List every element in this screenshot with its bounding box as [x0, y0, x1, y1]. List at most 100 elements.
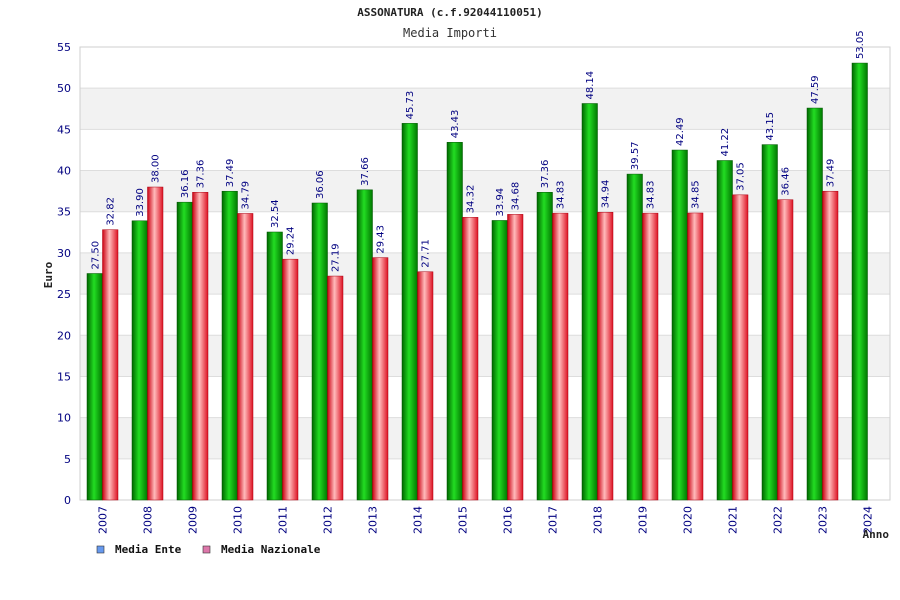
plot-band: [80, 417, 890, 459]
value-labels: 27.50 32.82 33.90 38.00 36.16 37.36 37.49 34.79…: [90, 30, 866, 272]
value-label: 32.82: [106, 197, 117, 226]
legend-label-media-ente: Media Ente: [115, 543, 182, 556]
value-label: 39.57: [630, 141, 641, 170]
x-tick-label: 2019: [637, 506, 650, 534]
bar-media-nazionale-2023: [822, 190, 839, 501]
plot-band: [80, 129, 890, 171]
y-tick-label: 50: [57, 82, 71, 95]
bar-media-ente-2013: [356, 189, 373, 501]
plot-frame: [79, 46, 891, 501]
value-label: 36.06: [315, 170, 326, 199]
legend-swatch-media-nazionale: [202, 545, 211, 554]
value-label: 37.05: [736, 162, 747, 191]
value-label: 43.15: [765, 112, 776, 141]
plot-band: [80, 252, 890, 295]
y-axis-label: Euro: [42, 261, 55, 288]
bar-media-nazionale-2009: [192, 192, 209, 501]
y-tick-label: 30: [57, 247, 71, 260]
value-label: 32.54: [270, 199, 281, 228]
value-label: 29.43: [376, 225, 387, 254]
value-label: 37.49: [826, 159, 837, 188]
value-label: 34.85: [691, 180, 702, 209]
value-label: 27.19: [331, 243, 342, 272]
value-label: 34.68: [511, 182, 522, 211]
plot-band: [80, 335, 890, 377]
bar-media-nazionale-2010: [237, 213, 254, 501]
y-tick-label: 35: [57, 206, 71, 219]
bar-media-ente-2014: [401, 123, 418, 501]
bar-media-nazionale-2021: [732, 194, 749, 501]
bar-media-nazionale-2014: [417, 271, 434, 501]
value-label: 42.49: [675, 117, 686, 146]
bar-media-ente-2019: [626, 173, 643, 501]
bar-media-nazionale-2019: [642, 212, 659, 501]
bar-media-nazionale-2016: [507, 214, 524, 501]
plot-band: [80, 294, 890, 336]
bar-media-ente-2024: [851, 62, 868, 501]
x-tick-label: 2021: [727, 506, 740, 534]
bars: [86, 62, 868, 501]
x-tick-label: 2020: [682, 506, 695, 534]
y-tick-label: 10: [57, 412, 71, 425]
bar-media-ente-2021: [716, 160, 733, 501]
plot-bands: [80, 47, 890, 500]
bar-media-ente-2010: [221, 190, 238, 501]
bar-media-ente-2012: [311, 202, 328, 501]
plot-band: [80, 211, 890, 253]
bar-media-nazionale-2011: [282, 258, 299, 501]
bar-media-ente-2007: [86, 273, 103, 501]
value-label: 34.79: [241, 181, 252, 210]
y-tick-label: 45: [57, 123, 71, 136]
x-tick-label: 2010: [232, 506, 245, 534]
bar-media-ente-2022: [761, 144, 778, 501]
y-tick-label: 5: [64, 453, 71, 466]
legend: Media Ente Media Nazionale: [96, 543, 321, 556]
bar-media-nazionale-2012: [327, 275, 344, 501]
value-label: 37.36: [196, 160, 207, 189]
plot-band: [80, 88, 890, 130]
y-tick-label: 0: [64, 494, 71, 507]
value-label: 37.36: [540, 160, 551, 189]
bar-media-ente-2017: [536, 192, 553, 501]
value-label: 43.43: [450, 110, 461, 139]
legend-label-media-nazionale: Media Nazionale: [221, 543, 321, 556]
bar-media-nazionale-2015: [462, 217, 479, 501]
bar-media-ente-2009: [176, 201, 193, 501]
chart-title: ASSONATURA (c.f.92044110051): [357, 6, 542, 19]
x-axis-ticks: 2007 2008 2009 2010 2011 2012 2013 2014 2015 2016…: [97, 506, 875, 534]
x-tick-label: 2012: [322, 506, 335, 534]
bar-media-nazionale-2007: [102, 229, 119, 501]
bar-media-nazionale-2018: [597, 211, 614, 501]
bar-media-ente-2020: [671, 149, 688, 501]
bar-media-ente-2011: [266, 231, 283, 501]
value-label: 34.83: [646, 180, 657, 209]
bar-media-ente-2023: [806, 107, 823, 501]
x-axis-label: Anno: [863, 528, 890, 541]
y-tick-label: 55: [57, 41, 71, 54]
x-tick-label: 2013: [367, 506, 380, 534]
x-tick-label: 2011: [277, 506, 290, 534]
value-label: 45.73: [405, 91, 416, 120]
y-tick-label: 20: [57, 329, 71, 342]
value-label: 34.83: [556, 180, 567, 209]
value-label: 27.71: [421, 239, 432, 268]
value-label: 38.00: [151, 154, 162, 183]
bar-media-nazionale-2013: [372, 257, 389, 501]
bar-media-nazionale-2017: [552, 212, 569, 501]
value-label: 27.50: [90, 241, 101, 270]
x-tick-label: 2022: [772, 506, 785, 534]
value-label: 53.05: [855, 30, 866, 59]
chart-subtitle: Media Importi: [403, 26, 497, 40]
plot-band: [80, 458, 890, 500]
value-label: 36.46: [781, 167, 792, 196]
value-label: 34.94: [601, 180, 612, 209]
bar-media-ente-2016: [491, 220, 508, 501]
y-tick-label: 40: [57, 165, 71, 178]
x-tick-label: 2016: [502, 506, 515, 534]
x-tick-label: 2009: [187, 506, 200, 534]
y-axis-ticks: 0 5 10 15 20 25 30 35 40 45 50 55: [57, 41, 71, 507]
y-tick-label: 15: [57, 370, 71, 383]
x-tick-label: 2014: [412, 506, 425, 534]
plot-band: [80, 170, 890, 212]
value-label: 47.59: [810, 75, 821, 104]
